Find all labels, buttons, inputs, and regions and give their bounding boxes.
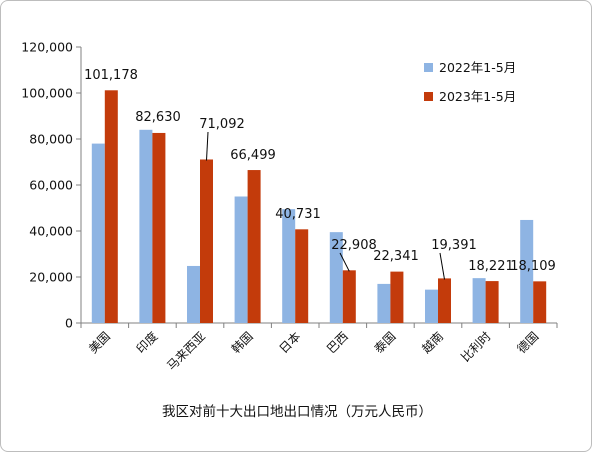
bar-2022	[139, 129, 153, 323]
category-label: 德国	[514, 329, 542, 357]
bar-2023	[533, 281, 547, 323]
data-label-2023: 101,178	[84, 68, 138, 83]
bar-2023	[485, 281, 499, 323]
category-label: 越南	[419, 329, 447, 357]
legend-swatch-2023	[424, 92, 433, 101]
data-labels-group: 101,178 82,630 71,092 66,499 40,731 22,90822,…	[84, 68, 556, 274]
y-tick-label: 60,000	[29, 178, 73, 193]
category-label: 印度	[133, 329, 161, 357]
data-label-2023: 22,908	[331, 238, 377, 253]
data-label-2023: 18,221	[468, 259, 514, 274]
data-label-2023: 71,092	[199, 117, 245, 132]
category-label: 泰国	[372, 329, 399, 356]
category-label: 日本	[276, 329, 303, 356]
bar-2023	[247, 170, 261, 323]
bar-2022	[329, 232, 343, 323]
category-label: 马来西亚	[164, 329, 208, 373]
bar-2023	[342, 270, 356, 323]
bar-2022	[91, 143, 105, 323]
bar-2023	[295, 229, 309, 323]
category-label: 韩国	[228, 329, 256, 357]
bar-2023	[104, 90, 118, 323]
category-label: 比利时	[458, 329, 493, 364]
data-label-leader	[339, 252, 350, 272]
bar-2022	[520, 219, 534, 323]
data-label-leader	[439, 252, 445, 280]
bar-2022	[425, 289, 438, 323]
bar-2022	[187, 265, 200, 323]
bars-group	[91, 90, 547, 323]
leader-lines-group	[206, 131, 445, 280]
category-label: 巴西	[324, 329, 351, 356]
y-tick-label: 40,000	[29, 224, 73, 239]
y-tick-label: 20,000	[29, 270, 73, 285]
bar-2023	[438, 278, 451, 323]
legend-label-2022: 2022年1-5月	[439, 60, 516, 75]
category-labels-group: 美国 印度 马来西亚 韩国 日本 巴西 泰国 越南 比利时 德国	[86, 329, 541, 374]
data-label-2023: 82,630	[135, 110, 181, 125]
data-label-2023: 19,391	[431, 238, 477, 253]
bar-2023	[390, 271, 404, 323]
chart-title: 我区对前十大出口地出口情况（万元人民币）	[162, 403, 432, 420]
y-tick-label: 80,000	[29, 132, 73, 147]
bar-2023	[200, 159, 213, 323]
data-label-2023: 22,341	[373, 249, 419, 264]
data-label-2023: 66,499	[230, 148, 276, 163]
bar-2022	[282, 209, 296, 323]
legend: 2022年1-5月 2023年1-5月	[424, 60, 516, 104]
y-tick-group: 0 20,000 40,000 60,000 80,000 100,000 120,000	[21, 40, 81, 331]
category-label: 美国	[86, 329, 113, 356]
legend-swatch-2022	[424, 63, 433, 72]
y-tick-label: 0	[65, 316, 73, 331]
data-label-2023: 40,731	[275, 207, 321, 222]
bar-2022	[472, 278, 486, 323]
y-tick-label: 100,000	[21, 86, 73, 101]
bar-2023	[152, 132, 166, 323]
legend-label-2023: 2023年1-5月	[439, 89, 516, 104]
y-tick-label: 120,000	[21, 40, 73, 55]
x-tick-group	[80, 323, 558, 328]
data-label-2023: 18,109	[510, 259, 556, 274]
bar-2022	[234, 196, 248, 323]
bar-2022	[377, 283, 391, 323]
data-label-leader	[206, 131, 209, 161]
